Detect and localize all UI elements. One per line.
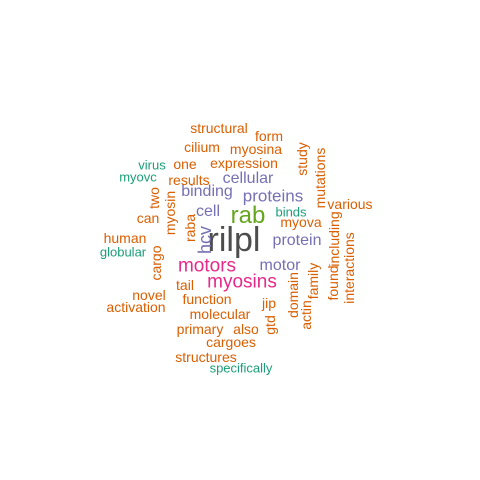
word-hcv: hcv: [195, 225, 215, 255]
word-proteins: proteins: [242, 186, 304, 206]
word-myosina: myosina: [229, 141, 283, 157]
word-family: family: [305, 262, 321, 300]
word-novel: novel: [132, 287, 166, 303]
word-gtd: gtd: [262, 315, 278, 335]
word-human: human: [103, 230, 147, 246]
word-activation: activation: [106, 299, 166, 315]
word-form: form: [255, 128, 283, 144]
word-primary: primary: [176, 321, 224, 337]
word-found: found: [325, 265, 341, 301]
word-myovc: myovc: [119, 169, 157, 185]
word-various: various: [327, 196, 373, 212]
word-two: two: [146, 187, 162, 209]
word-molecular: molecular: [189, 306, 251, 322]
word-jip: jip: [261, 295, 277, 311]
word-actin: actin: [298, 300, 314, 330]
word-including: including: [326, 211, 342, 267]
word-study: study: [294, 142, 310, 176]
word-one: one: [173, 156, 197, 172]
word-structural: structural: [190, 120, 248, 136]
word-results: results: [168, 172, 210, 188]
word-specifically: specifically: [209, 360, 273, 376]
word-myosins: myosins: [207, 271, 277, 293]
word-structures: structures: [175, 349, 237, 365]
word-binding: binding: [181, 183, 233, 200]
word-rab: rab: [230, 202, 266, 229]
word-cell: cell: [195, 203, 221, 220]
word-binds: binds: [275, 204, 307, 220]
word-function: function: [182, 291, 232, 307]
word-expression: expression: [210, 155, 278, 171]
word-interactions: interactions: [341, 232, 357, 304]
word-myosin: myosin: [162, 190, 178, 236]
word-globular: globular: [99, 244, 147, 260]
word-mutations: mutations: [312, 147, 328, 209]
word-can: can: [136, 210, 160, 226]
word-rilpl: rilpl: [207, 221, 261, 259]
word-raba: raba: [182, 213, 198, 243]
word-cellular: cellular: [222, 170, 274, 187]
word-motor: motor: [259, 257, 301, 274]
word-virus: virus: [138, 157, 166, 173]
word-cilium: cilium: [184, 139, 220, 155]
word-tail: tail: [176, 277, 194, 293]
word-myova: myova: [280, 214, 322, 230]
word-cargo: cargo: [148, 245, 164, 281]
word-motors: motors: [177, 255, 237, 277]
word-protein: protein: [272, 232, 322, 249]
word-cargoes: cargoes: [206, 334, 256, 350]
word-also: also: [233, 321, 259, 337]
